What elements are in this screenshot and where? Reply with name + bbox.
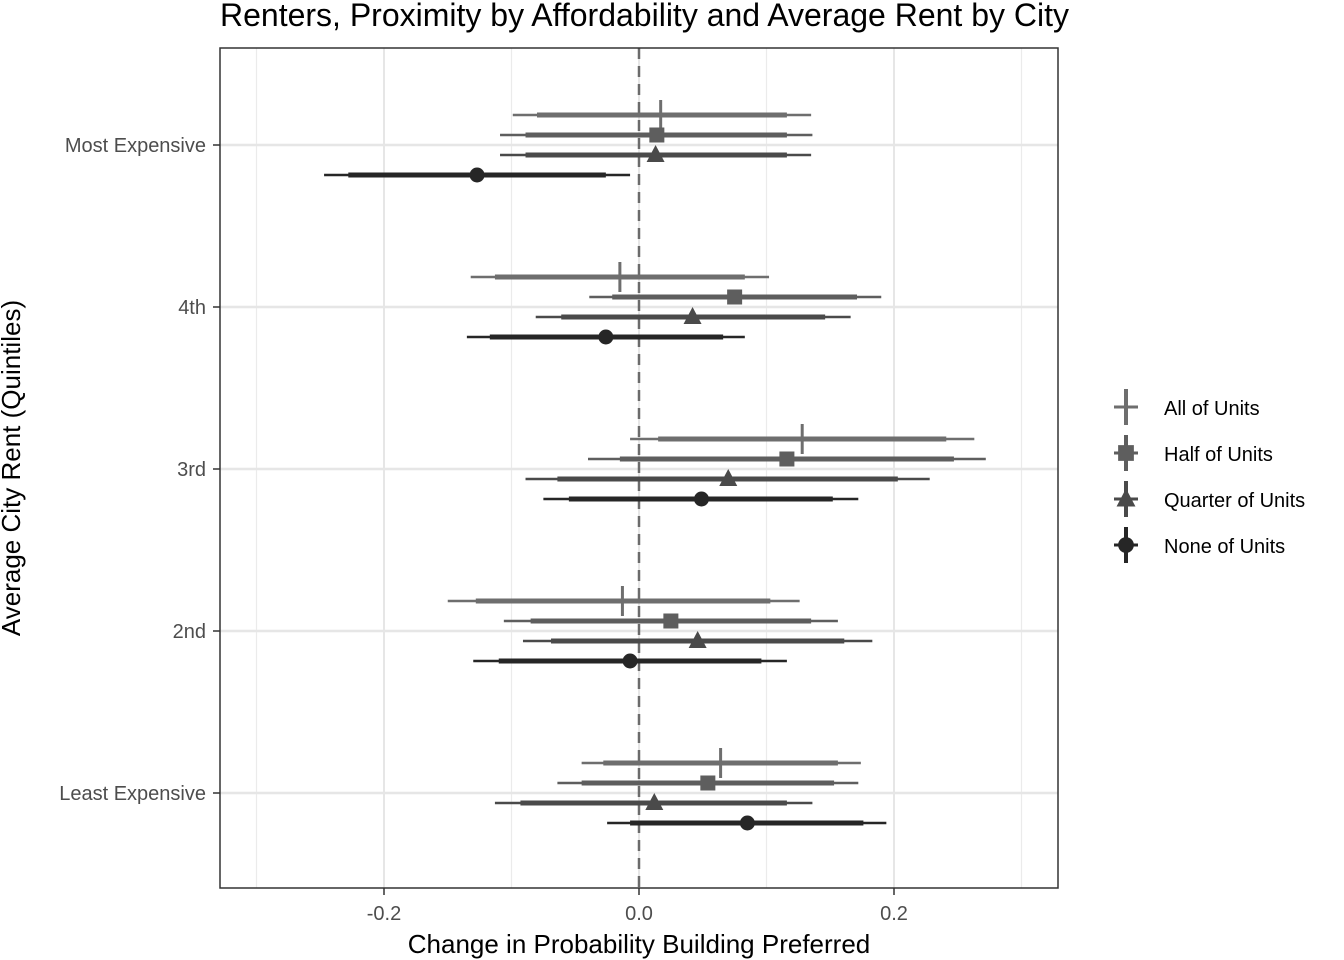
y-tick-label: Least Expensive xyxy=(59,783,206,805)
y-tick-label: 4th xyxy=(178,297,206,319)
x-axis-title: Change in Probability Building Preferred xyxy=(408,929,871,959)
y-tick-label: 3rd xyxy=(177,459,206,481)
x-tick-label: 0.0 xyxy=(625,903,653,925)
plot-area: -0.2 0.0 0.2 Most Expensive 4th 3rd 2nd Least E… xyxy=(59,47,1059,925)
legend-item-half-of-units: Half of Units xyxy=(1114,435,1273,471)
x-tick-label: -0.2 xyxy=(367,903,401,925)
series-half-of-units xyxy=(500,127,986,791)
legend: All of Units Half of Units Quarter of Unit… xyxy=(1114,389,1305,563)
legend-item-quarter-of-units: Quarter of Units xyxy=(1114,481,1305,517)
point-circle-marker xyxy=(598,329,614,345)
legend-label: Half of Units xyxy=(1164,444,1273,466)
point-circle-marker xyxy=(693,491,709,507)
chart-title: Renters, Proximity by Affordability and … xyxy=(220,0,1069,33)
legend-label: All of Units xyxy=(1164,398,1260,420)
point-triangle-marker xyxy=(719,469,738,486)
legend-item-none-of-units: None of Units xyxy=(1114,527,1285,563)
point-square-marker xyxy=(663,613,679,629)
point-square-marker xyxy=(1118,445,1134,461)
legend-label: Quarter of Units xyxy=(1164,490,1305,512)
point-circle-marker xyxy=(469,167,485,183)
point-triangle-marker xyxy=(688,631,707,648)
x-tick-label: 0.2 xyxy=(880,903,908,925)
series-none-of-units xyxy=(324,167,887,831)
point-circle-marker xyxy=(739,815,755,831)
y-tick-label: 2nd xyxy=(173,621,206,643)
legend-item-all-of-units: All of Units xyxy=(1114,389,1260,425)
point-triangle-marker xyxy=(683,307,702,324)
point-circle-marker xyxy=(1118,537,1134,553)
series-all-of-units xyxy=(447,100,975,778)
point-square-marker xyxy=(649,127,665,143)
series-quarter-of-units xyxy=(494,145,930,810)
point-square-marker xyxy=(727,289,743,305)
point-circle-marker xyxy=(622,653,638,669)
point-triangle-marker xyxy=(1116,488,1136,507)
point-triangle-marker xyxy=(645,793,664,810)
point-square-marker xyxy=(779,451,795,467)
y-axis-title: Average City Rent (Quintiles) xyxy=(0,300,26,636)
point-square-marker xyxy=(700,775,716,791)
y-tick-label: Most Expensive xyxy=(65,135,206,157)
legend-label: None of Units xyxy=(1164,536,1285,558)
point-triangle-marker xyxy=(646,145,665,162)
